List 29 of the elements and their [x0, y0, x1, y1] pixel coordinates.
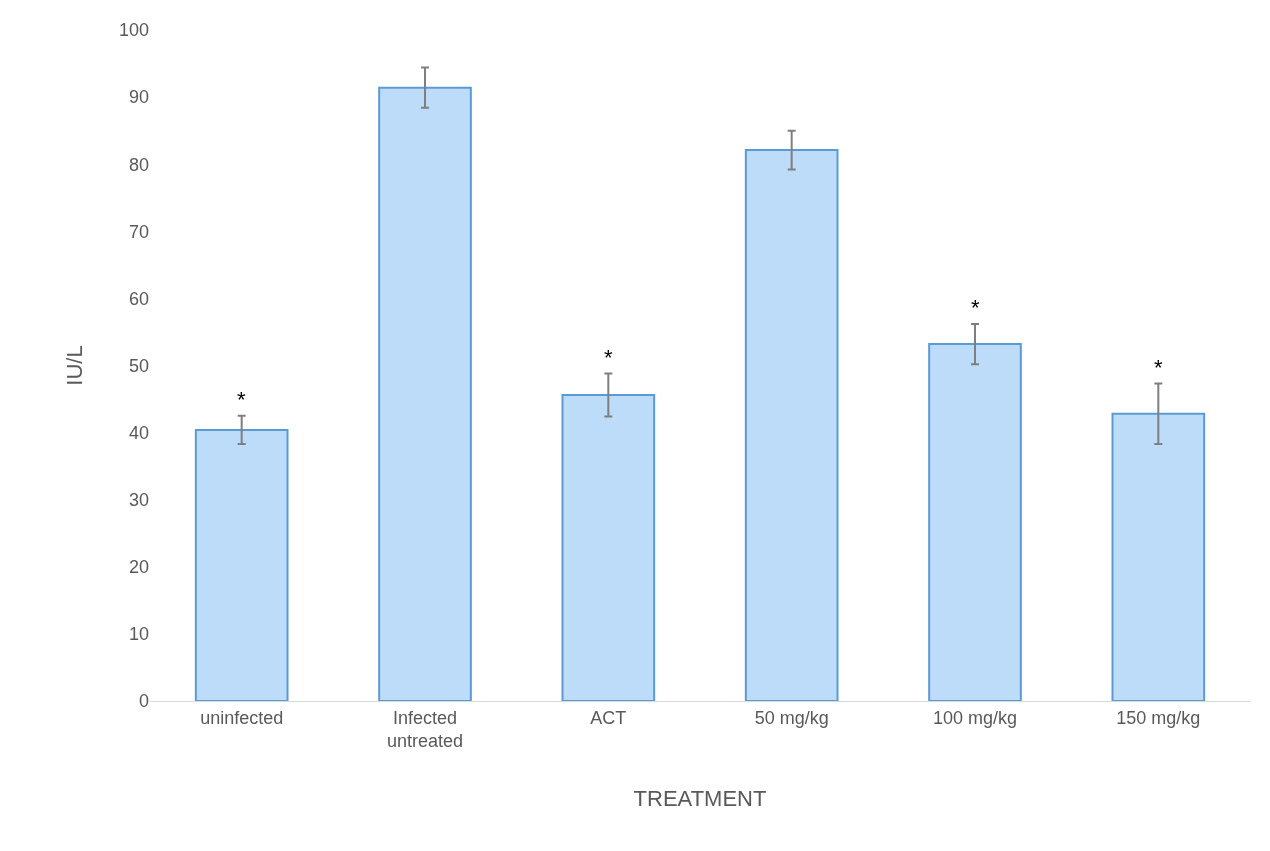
y-tick-label: 80 — [128, 154, 149, 175]
y-tick-label: 20 — [128, 557, 149, 578]
y-tick-label: 0 — [138, 691, 149, 712]
y-tick-label: 10 — [128, 624, 149, 645]
x-tick-label: 150 mg/kg — [1116, 707, 1201, 728]
y-tick-label: 70 — [128, 221, 149, 242]
y-tick-label: 100 — [118, 20, 149, 41]
bar — [1111, 412, 1206, 701]
bar — [744, 149, 839, 701]
y-axis-title: IU/L — [61, 345, 87, 386]
y-tick-label: 40 — [128, 422, 149, 443]
x-axis-title: TREATMENT — [633, 785, 767, 811]
y-tick-label: 30 — [128, 490, 149, 510]
annotation: * — [604, 345, 613, 370]
annotation: * — [237, 387, 246, 412]
x-tick-label: Infected untreated — [386, 707, 464, 751]
x-tick-label: 100 mg/kg — [932, 707, 1018, 728]
y-tick-label: 60 — [128, 288, 149, 309]
bar — [378, 86, 472, 701]
annotation: * — [1154, 355, 1163, 380]
x-tick-label: 50 mg/kg — [754, 707, 829, 728]
bar — [561, 394, 656, 701]
bar — [194, 428, 289, 701]
y-tick-label: 50 — [128, 355, 149, 376]
bar — [928, 343, 1022, 701]
x-tick-label: ACT — [590, 707, 627, 728]
annotation: * — [971, 295, 980, 320]
y-tick-label: 90 — [128, 87, 149, 108]
x-tick-label: uninfected — [200, 707, 284, 728]
